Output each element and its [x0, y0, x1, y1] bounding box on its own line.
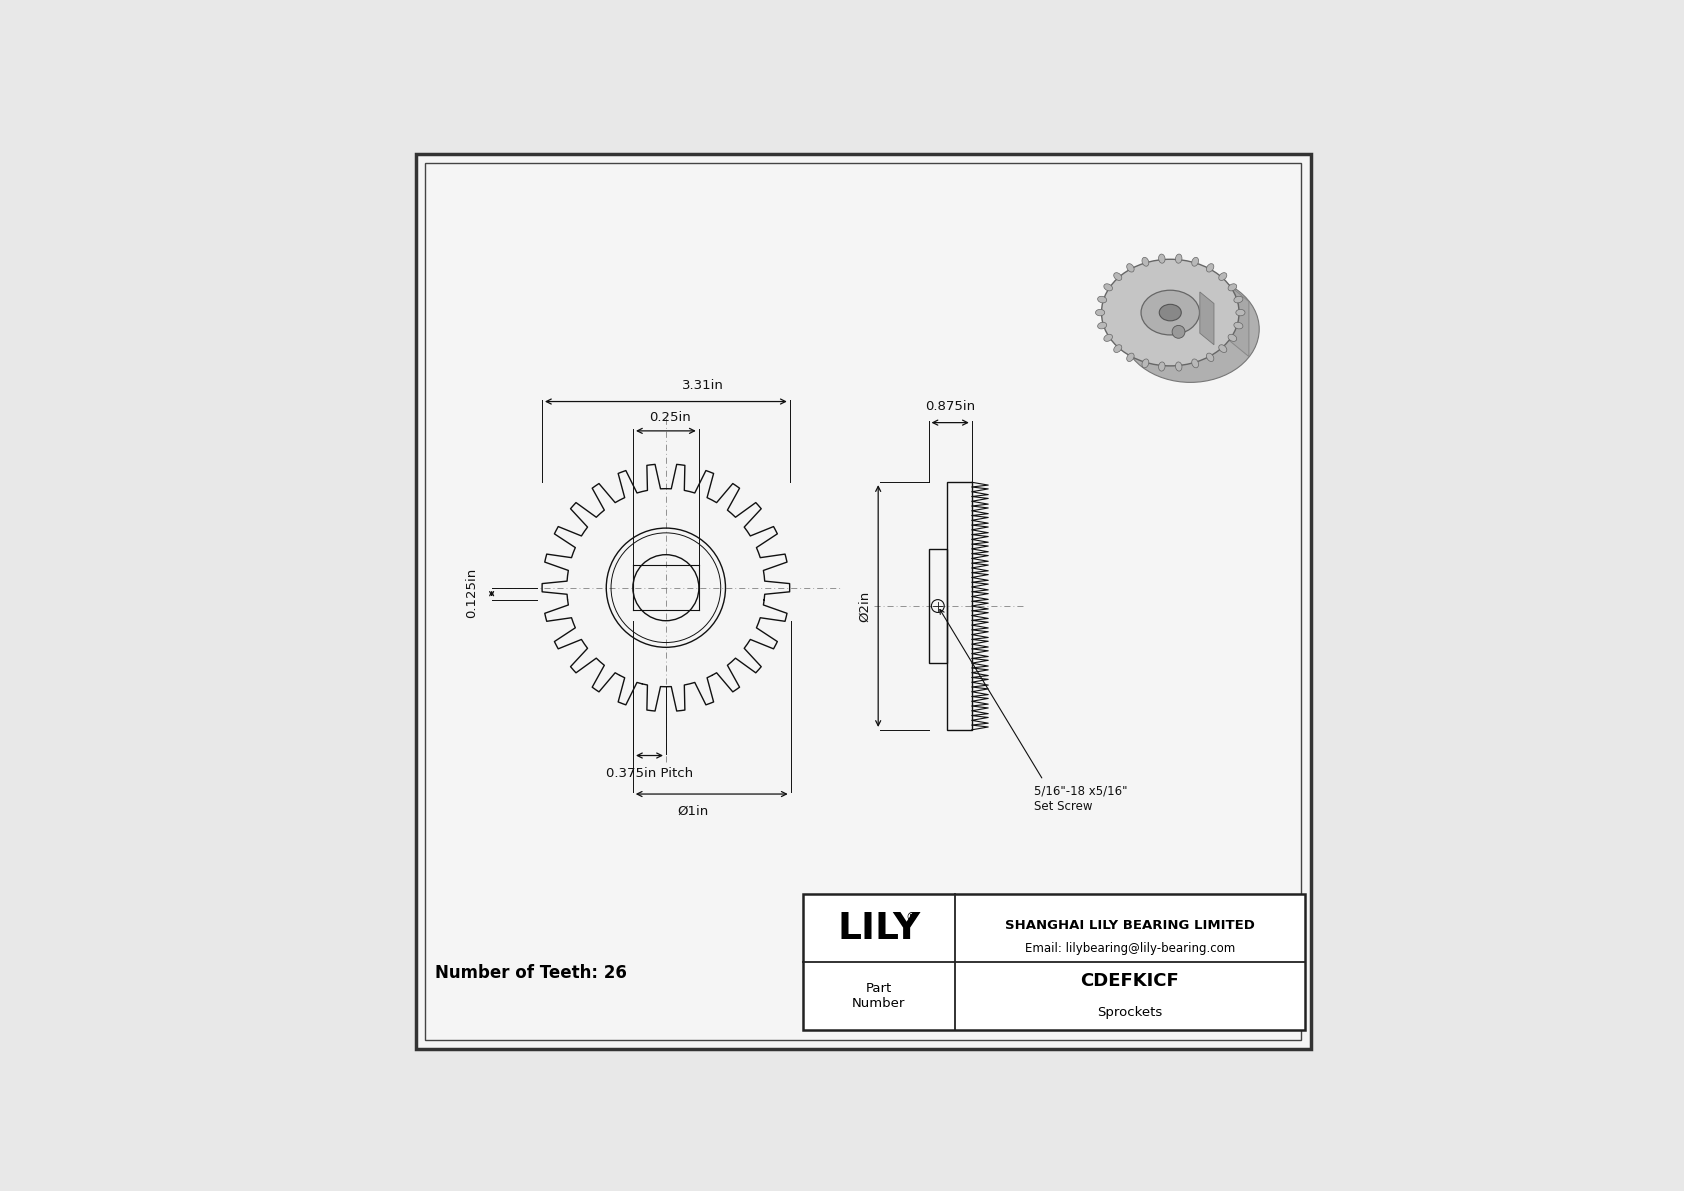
Circle shape [1172, 325, 1186, 338]
Ellipse shape [1175, 362, 1182, 372]
Polygon shape [1229, 285, 1250, 356]
Bar [946, 482, 972, 730]
Polygon shape [1199, 292, 1214, 344]
Ellipse shape [1127, 263, 1133, 272]
Ellipse shape [1096, 310, 1105, 316]
Ellipse shape [1192, 257, 1199, 267]
Text: Part
Number: Part Number [852, 981, 906, 1010]
Ellipse shape [1159, 362, 1165, 372]
Ellipse shape [1103, 283, 1113, 291]
Ellipse shape [1175, 254, 1182, 263]
Text: ®: ® [906, 911, 918, 923]
Ellipse shape [1142, 358, 1148, 368]
Text: LILY: LILY [837, 911, 919, 947]
Ellipse shape [1142, 291, 1199, 335]
Ellipse shape [1159, 305, 1180, 320]
Text: Sprockets: Sprockets [1098, 1005, 1162, 1018]
Text: 0.25in: 0.25in [650, 411, 692, 424]
Text: Email: lilybearing@lily-bearing.com: Email: lilybearing@lily-bearing.com [1026, 942, 1234, 955]
Ellipse shape [1122, 276, 1260, 382]
Text: CDEFKICF: CDEFKICF [1081, 972, 1179, 990]
Text: SHANGHAI LILY BEARING LIMITED: SHANGHAI LILY BEARING LIMITED [1005, 918, 1255, 931]
Ellipse shape [1219, 344, 1228, 353]
Ellipse shape [1228, 283, 1236, 291]
Ellipse shape [1234, 297, 1243, 303]
Ellipse shape [1206, 353, 1214, 362]
Ellipse shape [1103, 335, 1113, 342]
Text: 0.875in: 0.875in [925, 400, 975, 413]
Ellipse shape [1159, 254, 1165, 263]
Ellipse shape [1228, 335, 1236, 342]
Ellipse shape [1098, 297, 1106, 303]
Bar [928, 549, 946, 663]
Ellipse shape [1234, 323, 1243, 329]
Text: Number of Teeth: 26: Number of Teeth: 26 [434, 964, 626, 981]
Bar [803, 894, 1305, 1030]
Text: 0.125in: 0.125in [465, 568, 478, 618]
Text: Ø1in: Ø1in [677, 805, 709, 818]
Text: 3.31in: 3.31in [682, 380, 724, 392]
Ellipse shape [1113, 344, 1122, 353]
Ellipse shape [1206, 263, 1214, 272]
Ellipse shape [1101, 260, 1239, 366]
Ellipse shape [1113, 273, 1122, 280]
Ellipse shape [1127, 353, 1133, 362]
Ellipse shape [1192, 358, 1199, 368]
Text: 5/16"-18 x5/16"
Set Screw: 5/16"-18 x5/16" Set Screw [1034, 785, 1128, 813]
Ellipse shape [1236, 310, 1244, 316]
Ellipse shape [1098, 323, 1106, 329]
Text: Ø2in: Ø2in [857, 591, 871, 622]
Text: 0.375in Pitch: 0.375in Pitch [606, 767, 694, 780]
Ellipse shape [1142, 257, 1148, 267]
Ellipse shape [1219, 273, 1228, 280]
